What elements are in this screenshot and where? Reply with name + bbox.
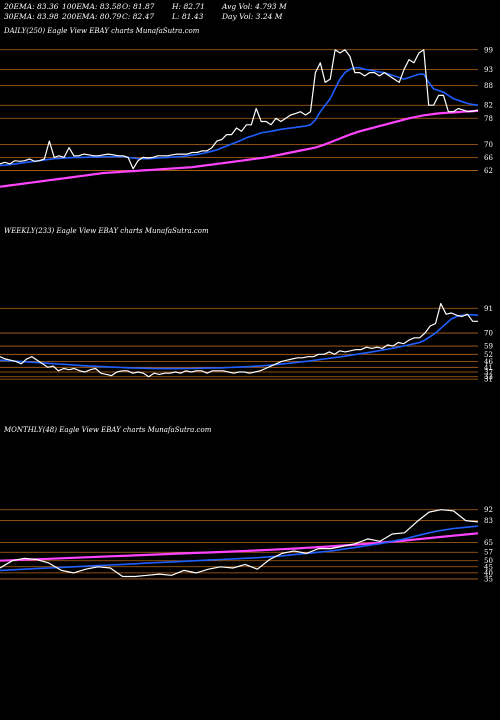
- ema30-readout: 30EMA: 83.98: [4, 12, 59, 21]
- level-tick-label: 99: [484, 46, 493, 54]
- ema-long-line: [0, 532, 479, 562]
- ema-long-line: [0, 109, 479, 188]
- price-line: [0, 49, 479, 170]
- ema-short-line: [0, 314, 479, 370]
- level-tick-label: 45: [484, 563, 493, 571]
- level-tick-label: 31: [484, 376, 493, 384]
- level-tick-label: 57: [484, 549, 493, 557]
- daily-chart-title: DAILY(250) Eagle View EBAY charts Munafa…: [4, 27, 200, 35]
- low-readout: L: 81.43: [172, 12, 204, 21]
- level-tick-label: 40: [484, 569, 493, 577]
- level-tick-label: 46: [484, 358, 493, 366]
- day-vol-readout: Day Vol: 3.24 M: [222, 12, 283, 21]
- avg-vol-readout: Avg Vol: 4.793 M: [222, 2, 287, 11]
- ema-short-line: [0, 525, 479, 572]
- weekly-chart-title: WEEKLY(233) Eagle View EBAY charts Munaf…: [4, 227, 209, 235]
- high-readout: H: 82.71: [172, 2, 205, 11]
- monthly-chart-title: MONTHLY(48) Eagle View EBAY charts Munaf…: [4, 426, 212, 434]
- ema20-readout: 20EMA: 83.36: [4, 2, 59, 11]
- level-tick-label: 93: [484, 66, 493, 74]
- level-tick-label: 92: [484, 506, 493, 514]
- level-tick-label: 82: [484, 102, 493, 110]
- level-tick-label: 33: [484, 373, 493, 381]
- level-tick-label: 65: [484, 539, 493, 547]
- open-readout: O: 81.87: [122, 2, 155, 11]
- level-tick-label: 91: [484, 305, 493, 313]
- ema100-readout: 100EMA: 83.58: [62, 2, 122, 11]
- level-tick-label: 37: [484, 369, 493, 377]
- level-tick-label: 35: [484, 575, 493, 583]
- level-tick-label: 78: [484, 115, 493, 123]
- level-tick-label: 41: [484, 364, 493, 372]
- close-readout: C: 82.47: [122, 12, 155, 21]
- level-tick-label: 83: [484, 517, 493, 525]
- price-line: [0, 509, 479, 578]
- ema200-readout: 200EMA: 80.79: [62, 12, 122, 21]
- daily-chart: 99 93 88 82 78 70 66 62: [0, 46, 493, 188]
- level-tick-label: 62: [484, 167, 493, 175]
- level-tick-label: 50: [484, 557, 493, 565]
- level-tick-label: 70: [484, 330, 493, 338]
- level-tick-label: 59: [484, 343, 493, 351]
- level-tick-label: 66: [484, 154, 493, 162]
- ema-short-line: [0, 66, 479, 167]
- level-tick-label: 52: [484, 351, 493, 359]
- level-tick-label: 88: [484, 82, 493, 90]
- price-line: [0, 302, 478, 378]
- level-tick-label: 70: [484, 141, 493, 149]
